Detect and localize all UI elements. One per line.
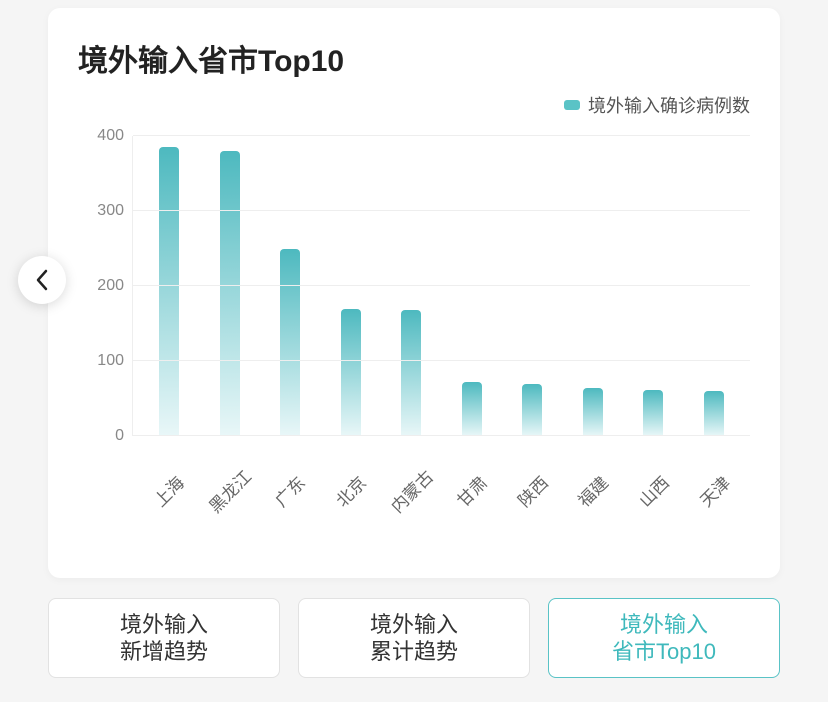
x-label-wrap: 甘肃 <box>461 466 481 536</box>
bar[interactable] <box>583 388 603 436</box>
tab-2[interactable]: 境外输入 省市Top10 <box>548 598 780 678</box>
legend: 境外输入确诊病例数 <box>78 92 750 118</box>
grid-line <box>133 285 750 286</box>
y-axis: 0100200300400 <box>78 136 132 436</box>
x-tick-label: 内蒙古 <box>384 464 438 518</box>
y-tick-label: 100 <box>97 352 124 370</box>
plot-area <box>132 136 750 436</box>
bar[interactable] <box>280 249 300 437</box>
x-tick-label: 北京 <box>329 470 371 512</box>
bar[interactable] <box>643 390 663 437</box>
x-tick-label: 陕西 <box>511 470 553 512</box>
x-tick-label: 上海 <box>147 470 189 512</box>
chevron-left-icon <box>34 269 50 291</box>
back-button[interactable] <box>18 256 66 304</box>
chart-card: 境外输入省市Top10 境外输入确诊病例数 0 100 200 300 400 上海黑龙… <box>48 8 780 578</box>
grid-line <box>133 360 750 361</box>
chart-title: 境外输入省市Top10 <box>78 36 750 80</box>
tab-0[interactable]: 境外输入 新增趋势 <box>48 598 280 678</box>
x-tick-label: 甘肃 <box>450 470 492 512</box>
legend-label: 境外输入确诊病例数 <box>588 92 750 118</box>
bar[interactable] <box>159 147 179 436</box>
x-tick-label: 广东 <box>269 470 311 512</box>
chart-area: 0100200300400 <box>78 136 750 466</box>
legend-swatch <box>564 100 580 110</box>
y-tick-label: 400 <box>97 127 124 145</box>
x-tick-label: 天津 <box>693 470 735 512</box>
grid-line <box>133 135 750 136</box>
tab-1[interactable]: 境外输入 累计趋势 <box>298 598 530 678</box>
bar[interactable] <box>220 151 240 436</box>
bar[interactable] <box>704 391 724 436</box>
grid-line <box>133 435 750 436</box>
y-tick-label: 200 <box>97 277 124 295</box>
x-label-wrap: 内蒙古 <box>401 466 421 536</box>
bar[interactable] <box>522 384 542 437</box>
bars-container <box>133 136 750 436</box>
x-axis-labels: 上海黑龙江广东北京内蒙古甘肃陕西福建山西天津 <box>132 466 750 536</box>
y-tick-label: 300 <box>97 202 124 220</box>
x-label-wrap: 黑龙江 <box>219 466 239 536</box>
bar[interactable] <box>341 309 361 437</box>
bar[interactable] <box>462 382 482 436</box>
y-tick-label: 0 <box>115 427 124 445</box>
tab-bar: 境外输入 新增趋势境外输入 累计趋势境外输入 省市Top10 <box>48 598 780 678</box>
x-label-wrap: 广东 <box>279 466 299 536</box>
grid-line <box>133 210 750 211</box>
x-label-wrap: 北京 <box>340 466 360 536</box>
x-label-wrap: 山西 <box>643 466 663 536</box>
x-label-wrap: 福建 <box>582 466 602 536</box>
x-tick-label: 福建 <box>572 470 614 512</box>
bar[interactable] <box>401 310 421 436</box>
x-tick-label: 黑龙江 <box>202 464 256 518</box>
x-label-wrap: 上海 <box>158 466 178 536</box>
x-tick-label: 山西 <box>632 470 674 512</box>
x-label-wrap: 天津 <box>704 466 724 536</box>
x-label-wrap: 陕西 <box>522 466 542 536</box>
